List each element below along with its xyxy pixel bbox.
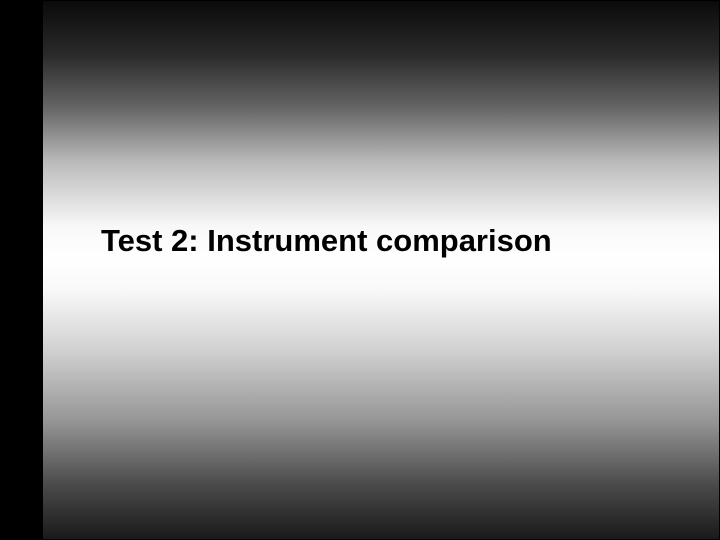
slide-container: Test 2: Instrument comparison xyxy=(0,0,720,540)
slide-title: Test 2: Instrument comparison xyxy=(101,223,552,259)
left-accent-bar xyxy=(1,1,43,539)
